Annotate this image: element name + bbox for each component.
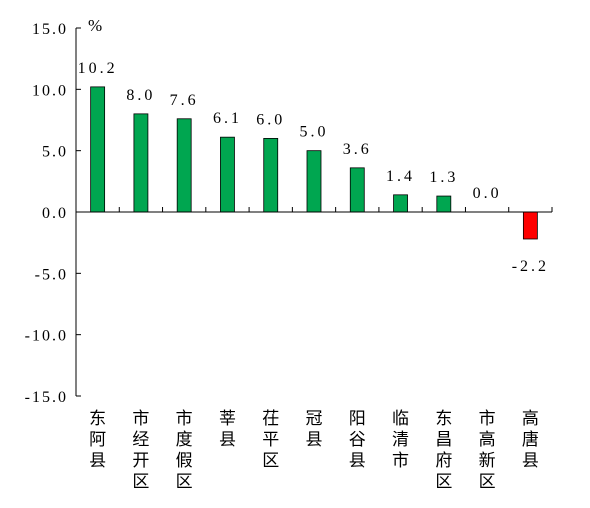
data-label: 3.6 [343, 141, 372, 158]
category-label: 市度假区 [176, 409, 193, 491]
data-label: 6.0 [256, 111, 285, 128]
bar [176, 118, 192, 213]
y-axis: 15.0 10.0 5.0 0.0 -5.0 -10.0 -15.0 [25, 21, 81, 406]
y-tick-label: 15.0 [32, 21, 68, 38]
category-label: 阳谷县 [349, 409, 366, 470]
category-label: 莘县 [219, 409, 236, 449]
bar [393, 194, 408, 213]
category-label: 茌平区 [262, 409, 279, 470]
y-tick-label: 5.0 [42, 144, 68, 161]
bar [263, 137, 279, 213]
data-label: 1.3 [429, 169, 458, 186]
data-label: 0.0 [473, 185, 502, 202]
x-axis [76, 207, 553, 213]
bar [306, 150, 322, 213]
data-labels: 10.2 8.0 7.6 6.1 6.0 5.0 3.6 1.4 1.3 0.0 -2.2 [78, 60, 549, 275]
category-label: 市高新区 [479, 409, 496, 491]
category-labels: 东阿县 市经开区 市度假区 莘县 茌平区 冠县 阳谷县 临清市 东昌府区 市高新区 高唐县 [89, 409, 539, 491]
bar [436, 195, 452, 213]
y-tick-label: -10.0 [25, 328, 68, 345]
bar-series [90, 86, 538, 240]
y-tick-label: 10.0 [32, 82, 68, 99]
category-label: 高唐县 [522, 409, 539, 470]
y-tick-label: 0.0 [42, 205, 68, 222]
data-label: 8.0 [126, 87, 155, 104]
data-label: -2.2 [512, 258, 549, 275]
data-label: 5.0 [300, 124, 329, 141]
category-label: 东阿县 [89, 409, 106, 470]
bar [90, 86, 106, 213]
category-label: 临清市 [392, 409, 409, 470]
category-label: 市经开区 [132, 409, 149, 491]
bar [522, 211, 538, 240]
bar [220, 136, 235, 213]
category-label: 冠县 [306, 409, 323, 449]
y-tick-label: -5.0 [35, 266, 68, 283]
bar [133, 113, 149, 213]
data-label: 7.6 [170, 92, 199, 109]
y-tick-label: -15.0 [25, 389, 68, 406]
bar [349, 167, 365, 213]
data-label: 6.1 [213, 110, 242, 127]
data-label: 10.2 [78, 60, 118, 77]
category-label: 东昌府区 [435, 409, 452, 491]
y-axis-unit-label: % [88, 16, 102, 35]
data-label: 1.4 [386, 168, 415, 185]
